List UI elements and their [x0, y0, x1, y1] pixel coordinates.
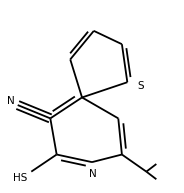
Text: N: N [89, 168, 97, 179]
Text: N: N [8, 96, 15, 106]
Text: HS: HS [13, 173, 28, 183]
Text: S: S [138, 81, 144, 91]
